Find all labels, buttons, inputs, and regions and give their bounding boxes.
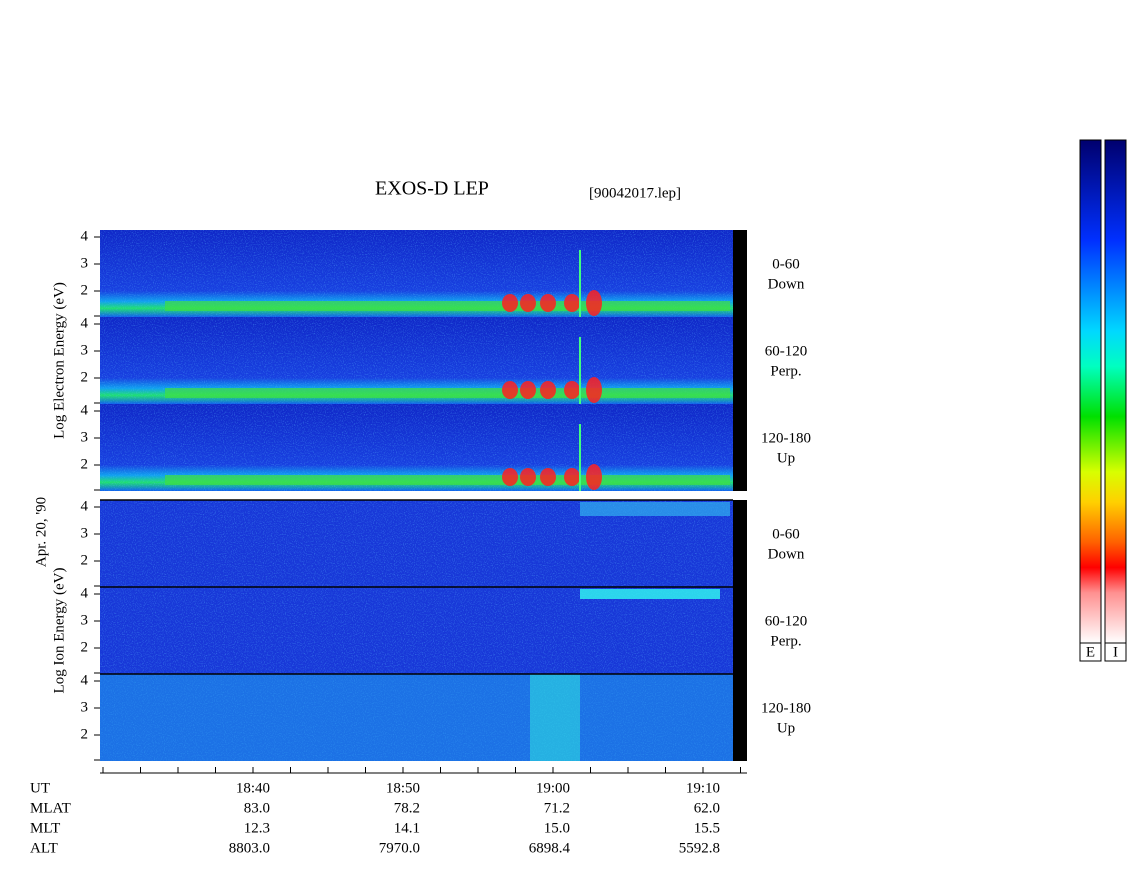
channel-direction: Up: [777, 720, 795, 736]
y-tick-label: 4: [81, 315, 89, 331]
y-tick-label: 4: [81, 498, 89, 514]
intensity-blob: [520, 468, 536, 486]
ion-flux: [530, 674, 580, 761]
row-value: 19:10: [686, 780, 720, 796]
row-value: 15.0: [544, 820, 570, 836]
channel-range: 0-60: [772, 256, 800, 272]
y-tick-label: 2: [81, 639, 89, 655]
row-value: 62.0: [694, 800, 720, 816]
intensity-blob: [564, 294, 580, 312]
color-bar: [1079, 139, 1102, 644]
row-value: 5592.8: [679, 840, 720, 856]
row-value: 15.5: [694, 820, 720, 836]
intensity-blob: [502, 381, 518, 399]
intensity-blob: [564, 381, 580, 399]
intensity-blob: [540, 294, 556, 312]
channel-direction: Up: [777, 450, 795, 466]
y-tick-label: 3: [81, 429, 89, 445]
row-value: 12.3: [244, 820, 270, 836]
data-gap-stripe: [733, 500, 747, 761]
y-tick-label: 3: [81, 255, 89, 271]
row-value: 14.1: [394, 820, 420, 836]
intensity-blob: [586, 377, 602, 403]
date-label: Apr. 20, '90: [33, 497, 49, 567]
channel-range: 120-180: [761, 700, 811, 716]
low-energy-band: [165, 388, 730, 398]
ion-flux: [580, 502, 730, 516]
channel-range: 60-120: [765, 613, 808, 629]
ion-flux: [100, 674, 733, 761]
row-value: 83.0: [244, 800, 270, 816]
y-axis-label: Log Ion Energy (eV): [51, 568, 67, 694]
color-bar-label: I: [1113, 644, 1118, 660]
row-value: 8803.0: [229, 840, 270, 856]
row-value: 18:50: [386, 780, 420, 796]
row-label: UT: [30, 780, 50, 796]
y-tick-label: 2: [81, 726, 89, 742]
y-tick-label: 3: [81, 612, 89, 628]
intensity-blob: [540, 381, 556, 399]
intensity-blob: [502, 294, 518, 312]
low-energy-band: [165, 475, 730, 485]
y-tick-label: 4: [81, 228, 89, 244]
channel-range: 60-120: [765, 343, 808, 359]
intensity-blob: [586, 464, 602, 490]
file-label: [90042017.lep]: [589, 185, 681, 201]
intensity-blob: [540, 468, 556, 486]
intensity-blob: [520, 294, 536, 312]
y-tick-label: 2: [81, 282, 89, 298]
y-tick-label: 3: [81, 342, 89, 358]
row-value: 71.2: [544, 800, 570, 816]
row-value: 78.2: [394, 800, 420, 816]
data-gap-stripe: [733, 230, 747, 491]
color-bar: [1104, 139, 1127, 644]
low-energy-band: [165, 301, 730, 311]
y-axis-label: Log Electron Energy (eV): [51, 282, 67, 439]
title: EXOS-D LEP: [375, 178, 489, 200]
channel-direction: Down: [768, 546, 805, 562]
intensity-blob: [586, 290, 602, 316]
channel-range: 0-60: [772, 526, 800, 542]
intensity-blob: [502, 468, 518, 486]
channel-direction: Down: [768, 276, 805, 292]
row-label: ALT: [30, 840, 58, 856]
y-tick-label: 4: [81, 402, 89, 418]
color-bar-label-box: [1104, 642, 1127, 662]
row-value: 19:00: [536, 780, 570, 796]
intensity-blob: [520, 381, 536, 399]
y-tick-label: 2: [81, 456, 89, 472]
y-tick-label: 2: [81, 369, 89, 385]
noise: [100, 587, 733, 674]
color-bar-label-box: [1079, 642, 1102, 662]
row-value: 6898.4: [529, 840, 571, 856]
row-label: MLAT: [30, 800, 71, 816]
row-value: 7970.0: [379, 840, 420, 856]
channel-direction: Perp.: [770, 363, 801, 379]
row-label: MLT: [30, 820, 60, 836]
row-value: 18:40: [236, 780, 270, 796]
y-tick-label: 4: [81, 672, 89, 688]
ion-flux: [580, 589, 720, 599]
color-bar-label: E: [1086, 644, 1095, 660]
channel-direction: Perp.: [770, 633, 801, 649]
y-tick-label: 2: [81, 552, 89, 568]
channel-range: 120-180: [761, 430, 811, 446]
y-tick-label: 3: [81, 525, 89, 541]
y-tick-label: 4: [81, 585, 89, 601]
intensity-blob: [564, 468, 580, 486]
y-tick-label: 3: [81, 699, 89, 715]
